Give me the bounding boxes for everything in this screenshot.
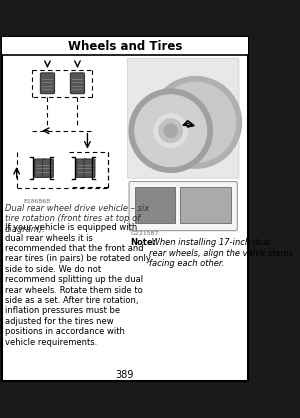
- Text: G221587: G221587: [131, 232, 159, 237]
- Circle shape: [159, 119, 182, 143]
- FancyBboxPatch shape: [128, 58, 239, 178]
- FancyBboxPatch shape: [70, 73, 85, 94]
- Circle shape: [135, 95, 206, 166]
- FancyBboxPatch shape: [129, 181, 237, 231]
- Text: Wheels and Tires: Wheels and Tires: [68, 40, 182, 53]
- Text: When installing 17-inch dual
rear wheels, align the valve stems
facing each othe: When installing 17-inch dual rear wheels…: [149, 238, 293, 268]
- Circle shape: [156, 82, 236, 162]
- FancyBboxPatch shape: [34, 159, 45, 177]
- Circle shape: [154, 114, 187, 148]
- FancyBboxPatch shape: [40, 73, 55, 94]
- Circle shape: [164, 124, 177, 138]
- Circle shape: [129, 89, 212, 172]
- Text: If your vehicle is equipped with
dual rear wheels it is
recommended that the fro: If your vehicle is equipped with dual re…: [5, 223, 151, 347]
- FancyBboxPatch shape: [76, 159, 87, 177]
- Text: Note:: Note:: [131, 238, 157, 247]
- FancyBboxPatch shape: [84, 159, 95, 177]
- Text: 389: 389: [116, 370, 134, 380]
- FancyBboxPatch shape: [2, 37, 248, 381]
- Bar: [2, 37, 248, 55]
- Text: E186868: E186868: [23, 199, 50, 204]
- Text: Dual rear wheel drive vehicle – six
tire rotation (front tires at top of
diagram: Dual rear wheel drive vehicle – six tire…: [5, 204, 149, 234]
- Bar: [135, 186, 175, 223]
- Bar: [180, 186, 232, 223]
- Circle shape: [150, 76, 242, 168]
- FancyBboxPatch shape: [43, 159, 53, 177]
